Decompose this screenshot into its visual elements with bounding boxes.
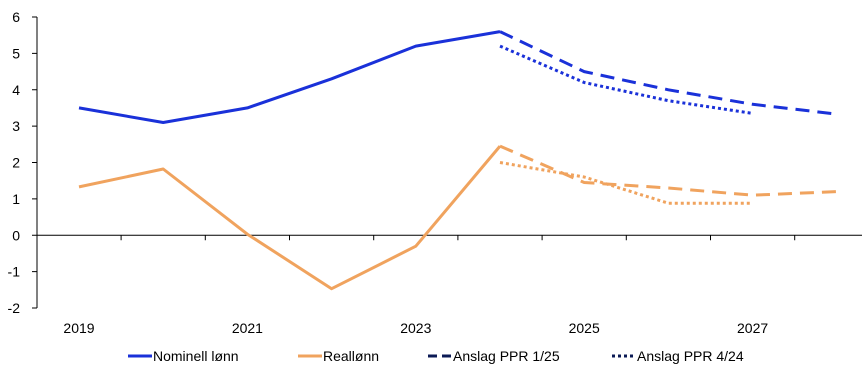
y-tick-label: 2 <box>12 155 20 171</box>
y-tick-label: 4 <box>12 82 20 98</box>
y-tick-label: 5 <box>12 45 20 61</box>
y-tick-label: 3 <box>12 118 20 134</box>
y-tick-label: -1 <box>8 264 21 280</box>
axes <box>32 16 862 309</box>
y-tick-labels: 6 5 4 3 2 1 0 -1 -2 <box>8 9 21 316</box>
series-line-reall-nn-1 <box>78 145 502 291</box>
x-tick-label: 2021 <box>232 320 263 336</box>
x-tick-labels: 2019 2021 2023 2025 2027 <box>63 320 768 336</box>
series-line-nominell-l-nn-0 <box>78 30 501 124</box>
legend-label: Nominell lønn <box>153 348 239 364</box>
x-tick-label: 2025 <box>569 320 600 336</box>
y-tick-label: 6 <box>12 9 20 25</box>
legend-label: Reallønn <box>323 348 379 364</box>
legend: Nominell lønn Reallønn Anslag PPR 1/25 Ansl… <box>128 348 744 364</box>
y-tick-label: -2 <box>8 300 21 316</box>
legend-label: Anslag PPR 1/25 <box>453 348 560 364</box>
x-tick-label: 2019 <box>63 320 94 336</box>
y-tick-label: 0 <box>12 227 20 243</box>
series-line-anslag-ppr-1-25-3 <box>499 144 837 197</box>
series-line-anslag-ppr-4-24-5 <box>499 161 753 205</box>
series-line-anslag-ppr-1-25-2 <box>499 30 837 116</box>
series-line-anslag-ppr-4-24-4 <box>499 44 753 115</box>
x-tick-label: 2023 <box>400 320 431 336</box>
y-tick-label: 1 <box>12 191 20 207</box>
x-tick-label: 2027 <box>737 320 768 336</box>
legend-label: Anslag PPR 4/24 <box>637 348 744 364</box>
series-lines <box>78 30 837 291</box>
